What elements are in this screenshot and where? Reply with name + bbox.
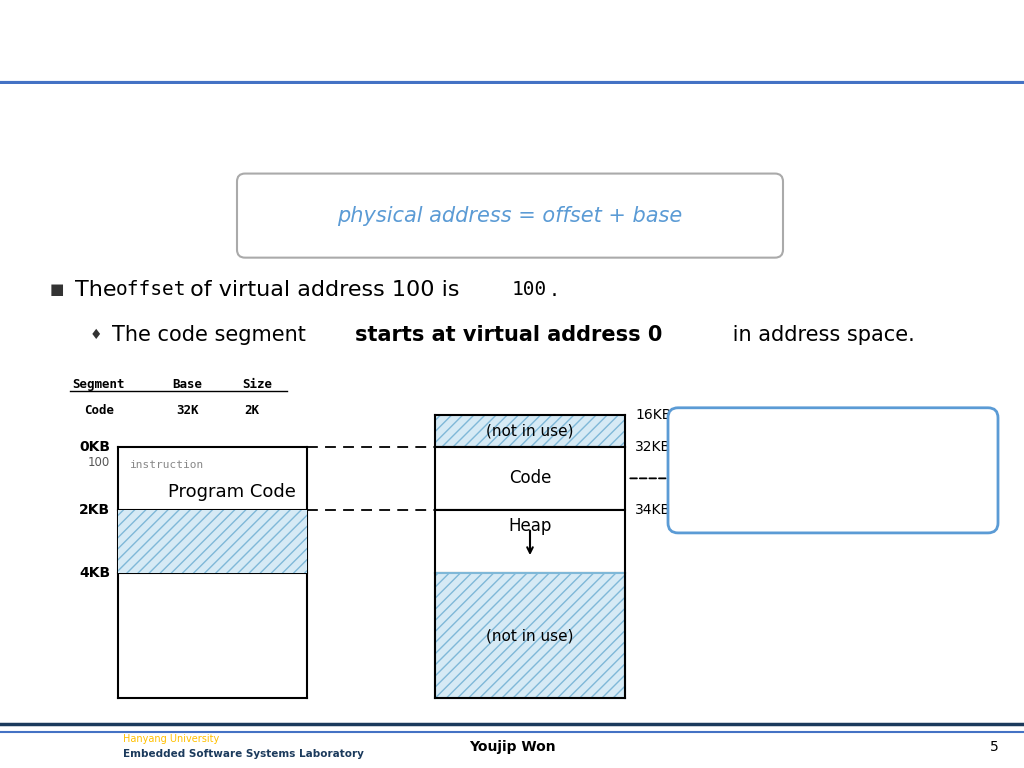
Bar [435,573,625,698]
Text: The code segment: The code segment [112,325,312,345]
Text: Program Code: Program Code [168,483,296,501]
FancyBboxPatch shape [237,174,783,257]
Text: ■: ■ [50,282,65,297]
Text: Youjip Won: Youjip Won [469,740,555,754]
Bar [118,510,307,573]
Text: instruction: instruction [130,460,204,470]
Text: Code: Code [84,404,114,417]
Text: 32K: 32K [176,404,199,417]
Text: starts at virtual address 0: starts at virtual address 0 [355,325,663,345]
Text: Code: Code [509,469,551,488]
Text: 100: 100 [512,280,547,300]
Text: Segment: Segment [72,378,125,391]
Bar [435,510,625,573]
Text: offset: offset [116,280,186,300]
Text: The: The [75,280,124,300]
Text: 100 + 32K or 32868: 100 + 32K or 32868 [743,432,923,450]
Text: 2KB: 2KB [79,503,110,517]
Text: is the desired: is the desired [756,463,910,478]
Text: 4KB: 4KB [79,566,110,580]
Text: Embedded Software Systems Laboratory: Embedded Software Systems Laboratory [123,749,364,759]
Text: physical address = offset + base: physical address = offset + base [337,206,683,226]
Text: 100: 100 [88,456,110,469]
Text: 16KB: 16KB [635,408,672,422]
Bar [435,447,625,510]
Text: Address Translation on Segmentation: Address Translation on Segmentation [26,27,613,55]
FancyBboxPatch shape [668,408,998,533]
Text: 5: 5 [989,740,998,754]
Text: ♦: ♦ [90,328,102,342]
Text: of virtual address 100 is: of virtual address 100 is [183,280,467,300]
Text: physical address: physical address [756,491,910,507]
Text: 2K: 2K [244,404,259,417]
Text: (not in use): (not in use) [486,423,573,439]
Text: in address space.: in address space. [726,325,914,345]
Text: 0KB: 0KB [79,440,110,454]
Text: Size: Size [242,378,272,391]
Text: .: . [551,280,558,300]
Text: 32KB: 32KB [635,440,671,454]
Text: Heap: Heap [508,518,552,535]
Bar [435,415,625,447]
Text: Hanyang University: Hanyang University [123,734,219,744]
Text: 34KB: 34KB [635,503,671,517]
Text: Base: Base [172,378,202,391]
Text: (not in use): (not in use) [486,628,573,643]
